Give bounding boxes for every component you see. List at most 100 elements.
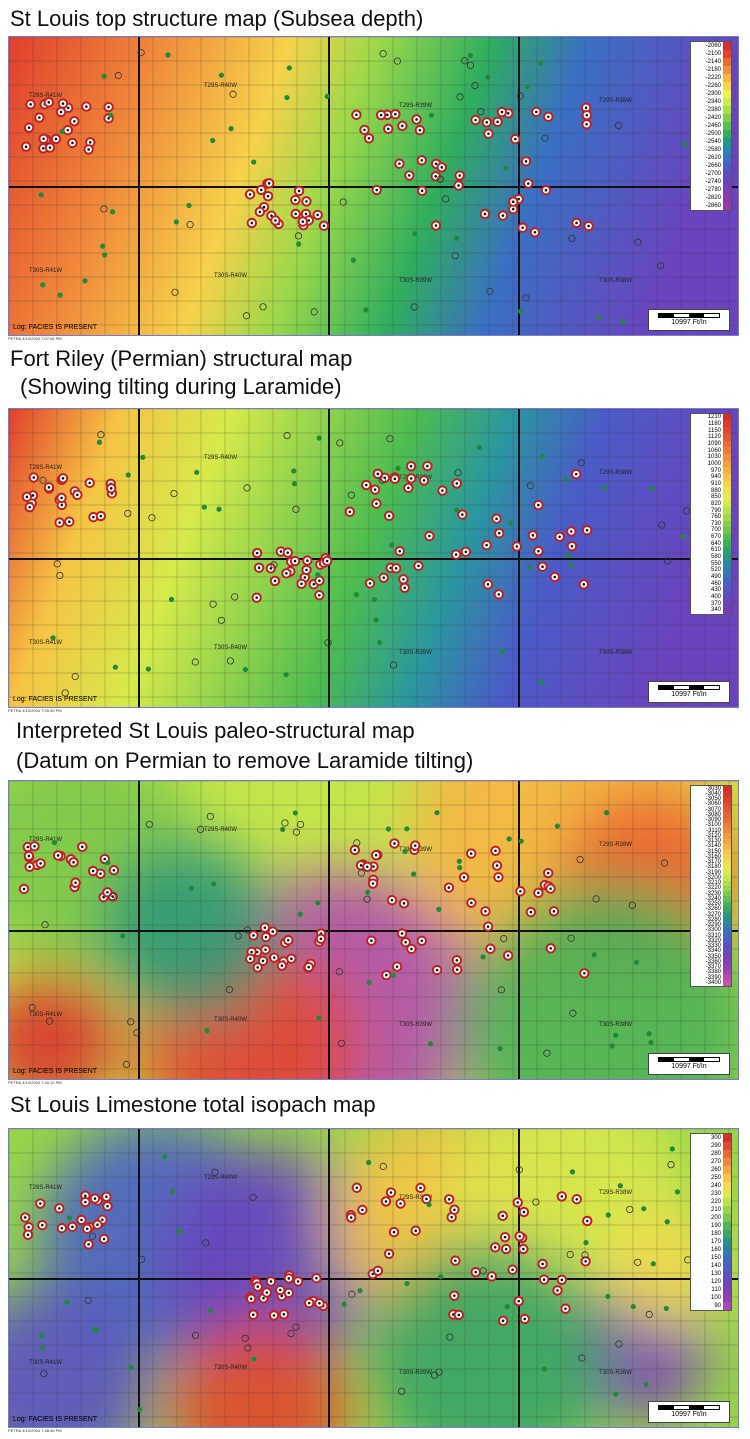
map3-panel: T29S-R41WT29S-R40WT29S-R39WT29S-R38WT30S… [8, 780, 739, 1080]
legend-swatch [723, 186, 731, 194]
legend-swatch [723, 1134, 731, 1142]
green-well-dot [663, 1305, 669, 1312]
legend-swatch [723, 912, 731, 918]
legend-swatch [723, 553, 731, 561]
dry-hole-symbol [186, 221, 194, 229]
legend-value: -3080 [705, 811, 721, 818]
green-well-dot [280, 826, 286, 833]
township-label: T29S-R39W [399, 1195, 432, 1201]
green-well-dot [508, 520, 514, 526]
dry-hole-symbol [615, 121, 623, 130]
legend-value: 700 [710, 527, 721, 534]
map1-scale-text: 10997 Ft/In [671, 319, 707, 326]
legend-row: 140 [691, 1262, 731, 1270]
green-well-dot [38, 192, 44, 198]
legend-value: 460 [710, 580, 721, 587]
map2-title: Fort Riley (Permian) structural map [10, 346, 353, 371]
legend-swatch [723, 567, 731, 574]
legend-value: -2660 [705, 163, 721, 169]
dry-hole-symbol [108, 892, 116, 901]
legend-swatch [723, 791, 731, 797]
green-well-dot [291, 468, 297, 474]
dry-hole-symbol [660, 859, 669, 867]
legend-swatch [723, 1182, 731, 1190]
green-well-dot [283, 672, 289, 678]
legend-row: -3040 [691, 791, 731, 797]
legend-row: 1090 [691, 440, 731, 448]
green-well-dot [100, 243, 106, 249]
map3-scale-text: 10997 Ft/In [671, 1063, 707, 1070]
green-well-dot [649, 485, 655, 492]
legend-row: -3100 [691, 822, 731, 828]
green-well-dot [613, 1391, 619, 1397]
green-well-dot [518, 838, 524, 844]
legend-swatch [723, 864, 731, 870]
dry-hole-symbol [127, 1018, 135, 1026]
legend-value: 90 [714, 1303, 721, 1309]
legend-swatch [723, 513, 731, 521]
legend-swatch [723, 460, 731, 468]
green-well-dot [456, 858, 462, 864]
map2-scale-text: 10997 Ft/In [671, 691, 707, 698]
township-label: T29S-R40W [204, 1175, 237, 1181]
dry-hole-symbol [196, 825, 205, 833]
green-well-dot [59, 128, 65, 135]
township-label: T30S-R40W [214, 1365, 247, 1371]
green-well-dot [453, 235, 460, 241]
legend-row: -2100 [691, 50, 731, 58]
legend-swatch [723, 1286, 731, 1294]
legend-row: -3110 [691, 828, 731, 834]
legend-swatch [723, 859, 731, 865]
green-well-dot [228, 126, 234, 132]
legend-row: -3330 [691, 943, 731, 949]
legend-swatch [723, 1174, 731, 1182]
legend-swatch [723, 1190, 731, 1198]
legend-row: 640 [691, 540, 731, 548]
dry-hole-symbol [566, 1250, 574, 1259]
legend-row: -3210 [691, 880, 731, 886]
legend-swatch [723, 580, 731, 588]
dry-hole-symbol [435, 1368, 443, 1376]
green-well-dot [395, 465, 401, 471]
green-well-dot [438, 1274, 444, 1280]
map4-legend: 300 290 280 270 260 250 240 230 220 210 200 190 180 1… [690, 1133, 732, 1311]
dry-hole-symbol [477, 108, 485, 116]
legend-swatch [723, 607, 731, 614]
legend-row: -2260 [691, 82, 731, 90]
legend-row: -2860 [691, 202, 731, 210]
dry-hole-symbol [137, 48, 145, 57]
map4-petra-stamp: PETRA 4/10/2004 7:48:46 PM [8, 1428, 62, 1433]
legend-value: -2620 [705, 155, 721, 161]
dry-hole-symbol [466, 61, 475, 69]
legend-value: 1090 [707, 440, 721, 447]
green-well-dot [169, 1188, 175, 1195]
township-label: T29S-R39W [399, 103, 432, 109]
legend-swatch [723, 90, 731, 98]
green-well-dot [617, 1183, 623, 1189]
legend-value: 230 [710, 1191, 721, 1197]
dry-hole-symbol [61, 689, 69, 697]
township-label: T30S-R39W [399, 650, 432, 656]
legend-value: 1210 [707, 414, 721, 421]
dry-hole-symbol [244, 1344, 252, 1352]
legend-row: 230 [691, 1190, 731, 1198]
dry-hole-symbol [357, 869, 365, 877]
dry-hole-symbol [497, 986, 505, 994]
legend-value: -3260 [705, 906, 721, 913]
legend-value: -2380 [705, 107, 721, 113]
legend-value: 270 [710, 1159, 721, 1165]
green-well-dot [674, 1189, 681, 1195]
legend-value: 1150 [708, 427, 721, 434]
green-well-dot [208, 1308, 214, 1314]
map2-subtitle: (Showing tilting during Laramide) [20, 374, 342, 399]
legend-row: -3400 [691, 980, 731, 986]
green-well-dot [583, 1240, 589, 1246]
green-well-dot [613, 1032, 619, 1038]
legend-row: -3350 [691, 954, 731, 960]
dry-hole-symbol [615, 1340, 623, 1348]
legend-row: 150 [691, 1254, 731, 1262]
legend-value: -3190 [705, 869, 721, 876]
legend-row: -2220 [691, 74, 731, 82]
green-well-dot [350, 257, 356, 263]
legend-swatch [723, 822, 731, 828]
